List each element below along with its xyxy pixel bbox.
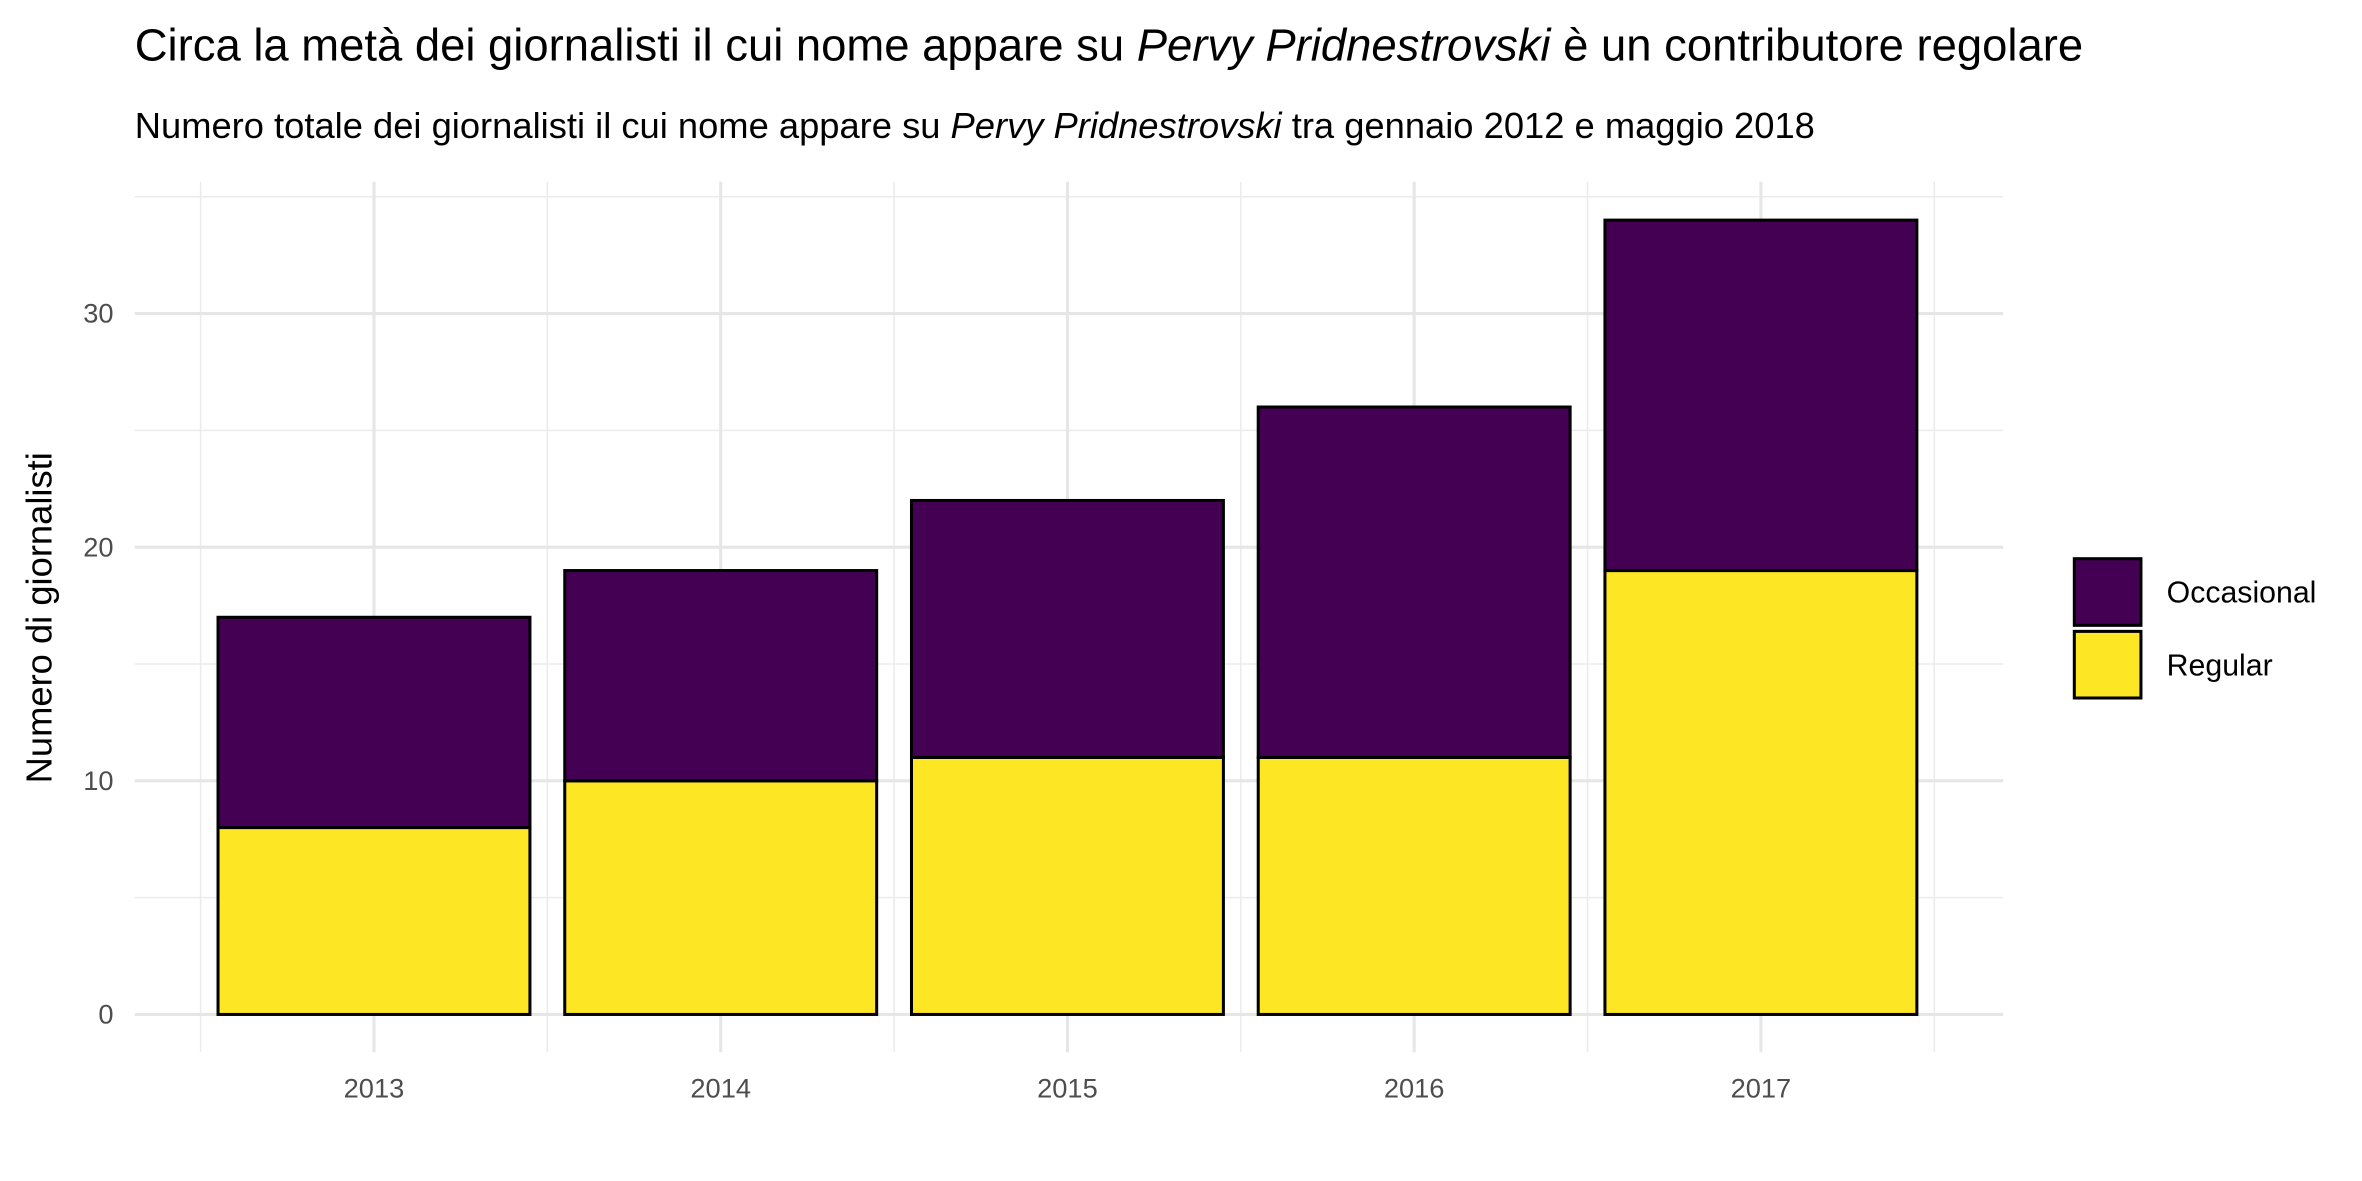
legend-label-regular: Regular <box>2167 649 2273 682</box>
x-tick-label: 2017 <box>1731 1073 1792 1104</box>
bar-occasional-2014 <box>563 569 879 783</box>
bar-regular-2013 <box>216 826 532 1016</box>
x-axis-ticks: 2013 2014 2015 2016 2017 <box>344 1073 1792 1104</box>
bar-regular-2014 <box>563 779 879 1016</box>
bar-regular-2015 <box>909 755 1225 1016</box>
chart-subtitle: Numero totale dei giornalisti il cui nom… <box>135 105 1815 146</box>
bar-regular-2017 <box>1603 569 1919 1016</box>
x-tick-label: 2014 <box>690 1073 751 1104</box>
bar-occasional-2016 <box>1256 405 1572 759</box>
bar-regular-2016 <box>1256 755 1572 1016</box>
legend-key-regular <box>2072 629 2143 700</box>
legend-label-occasional: Occasional <box>2167 577 2317 610</box>
x-tick-label: 2013 <box>344 1073 405 1104</box>
legend: Occasional Regular <box>2072 557 2317 700</box>
bar-occasional-2017 <box>1603 218 1919 573</box>
x-tick-label: 2015 <box>1037 1073 1098 1104</box>
chart-title: Circa la metà dei giornalisti il cui nom… <box>135 20 2083 71</box>
bars <box>216 218 1919 1016</box>
y-tick-label: 20 <box>83 531 113 562</box>
y-tick-label: 30 <box>83 298 113 329</box>
bar-occasional-2015 <box>909 498 1225 759</box>
y-axis-ticks: 0 10 20 30 <box>83 298 113 1030</box>
bar-occasional-2013 <box>216 615 532 830</box>
y-tick-label: 10 <box>83 765 113 796</box>
legend-key-occasional <box>2072 557 2143 627</box>
y-tick-label: 0 <box>98 999 113 1030</box>
x-tick-label: 2016 <box>1384 1073 1445 1104</box>
y-axis-title: Numero di giornalisti <box>18 452 59 783</box>
